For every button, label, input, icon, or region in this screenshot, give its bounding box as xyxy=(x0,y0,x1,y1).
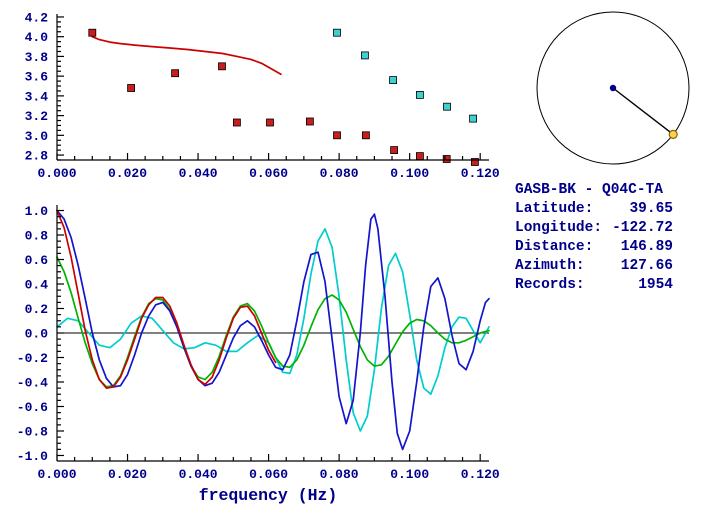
y-tick-label: -1.0 xyxy=(17,449,48,464)
x-tick-label: 0.000 xyxy=(37,467,76,482)
y-tick-label: 4.2 xyxy=(25,11,49,26)
x-tick-label: 0.080 xyxy=(320,467,359,482)
y-tick-label: 0.6 xyxy=(25,253,49,268)
y-tick-label: -0.6 xyxy=(17,400,48,415)
info-label: Longitude: xyxy=(515,220,603,236)
x-tick-label: 0.000 xyxy=(37,166,76,181)
y-tick-label: -0.8 xyxy=(17,425,48,440)
station-dot xyxy=(609,84,617,92)
info-row-latitude: Latitude: 39.65 xyxy=(515,200,673,219)
x-tick-label: 0.120 xyxy=(461,467,500,482)
series-blue-waveform xyxy=(56,209,490,451)
x-tick-label: 0.020 xyxy=(108,166,147,181)
dispersion-plot: 0.000 0.020 0.040 0.060 0.080 0.100 0.120 2.8 3.… xyxy=(25,11,500,182)
x-tick-label: 0.040 xyxy=(179,166,218,181)
series-cyan-waveform xyxy=(56,228,490,432)
info-label: Latitude: xyxy=(515,201,594,217)
waveform-plot: frequency (Hz) 0.000 0.020 0.040 0.060 0.080… xyxy=(17,204,500,505)
y-tick-label: 3.8 xyxy=(25,50,49,65)
azimuth-circle-plot xyxy=(536,11,690,165)
y-tick-label: 4.0 xyxy=(25,30,49,45)
series-red-squares xyxy=(88,28,479,166)
x-tick-label: 0.100 xyxy=(390,166,429,181)
axes xyxy=(56,205,489,462)
y-tick-label: 1.0 xyxy=(25,204,49,219)
x-tick-label: 0.120 xyxy=(461,166,500,181)
y-tick-label: 3.0 xyxy=(25,129,49,144)
y-tick-label: 3.2 xyxy=(25,109,49,124)
event-marker xyxy=(668,129,678,140)
info-value: 127.66 xyxy=(620,258,673,274)
info-row-azimuth: Azimuth: 127.66 xyxy=(515,257,673,276)
x-tick-label: 0.040 xyxy=(179,467,218,482)
axes xyxy=(56,14,489,161)
y-tick-label: -0.4 xyxy=(17,376,48,391)
info-value: 146.89 xyxy=(620,239,673,255)
series-red-curve xyxy=(91,35,282,76)
station-info-panel: GASB-BK - Q04C-TA Latitude: 39.65 Longit… xyxy=(515,181,673,295)
info-value: 1954 xyxy=(638,277,673,293)
y-tick-label: 0.2 xyxy=(25,302,49,317)
y-tick-label: 3.4 xyxy=(25,89,49,104)
series-cyan-squares xyxy=(333,28,478,123)
info-value: -122.72 xyxy=(612,220,673,236)
info-value: 39.65 xyxy=(629,201,673,217)
info-label: Distance: xyxy=(515,239,594,255)
info-row-longitude: Longitude: -122.72 xyxy=(515,219,673,238)
info-label: Azimuth: xyxy=(515,258,585,274)
great-circle-outline xyxy=(536,11,690,165)
series-red-waveform xyxy=(56,209,277,389)
y-tick-label: 3.6 xyxy=(25,70,49,85)
y-tick-label: 0.0 xyxy=(25,327,49,342)
station-pair-title: GASB-BK - Q04C-TA xyxy=(515,182,663,198)
y-tick-label: 2.8 xyxy=(25,149,49,164)
x-tick-label: 0.080 xyxy=(320,166,359,181)
info-row-records: Records: 1954 xyxy=(515,276,673,295)
y-tick-label: 0.8 xyxy=(25,229,49,244)
x-tick-label: 0.060 xyxy=(249,467,288,482)
azimuth-line xyxy=(612,87,674,135)
y-tick-label: -0.2 xyxy=(17,351,48,366)
y-tick-label: 0.4 xyxy=(25,278,49,293)
info-label: Records: xyxy=(515,277,585,293)
x-tick-label: 0.060 xyxy=(249,166,288,181)
x-tick-label: 0.100 xyxy=(390,467,429,482)
x-axis-title: frequency (Hz) xyxy=(199,486,338,505)
info-row-distance: Distance: 146.89 xyxy=(515,238,673,257)
x-tick-label: 0.020 xyxy=(108,467,147,482)
